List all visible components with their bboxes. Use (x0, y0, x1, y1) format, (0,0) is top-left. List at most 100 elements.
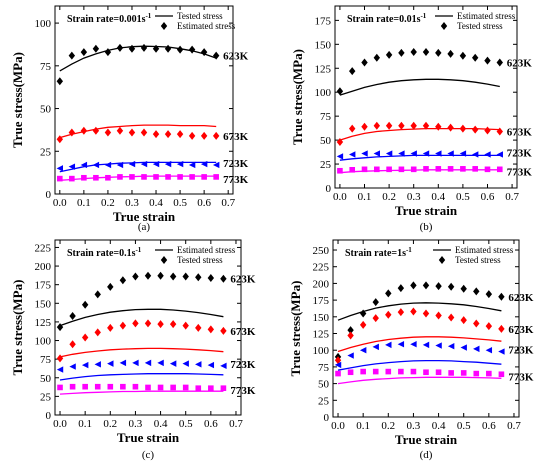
data-point (182, 360, 189, 367)
data-point (81, 174, 87, 181)
data-point (349, 151, 356, 158)
data-point (119, 359, 127, 367)
data-point (360, 368, 366, 375)
x-axis-title: True strain (395, 203, 458, 218)
data-point (144, 271, 152, 280)
data-point (347, 326, 354, 335)
series-723K: 723K (56, 359, 256, 381)
data-point (347, 352, 354, 359)
data-point (410, 281, 417, 290)
data-point (447, 282, 455, 291)
data-point (385, 150, 393, 157)
x-tick-label: 0.0 (331, 420, 345, 432)
data-point (435, 342, 442, 349)
data-point (498, 324, 505, 333)
data-point (164, 44, 172, 53)
series-line (337, 302, 502, 321)
data-point (398, 121, 405, 130)
x-tick-label: 0.6 (481, 191, 495, 203)
data-point (105, 174, 111, 181)
data-point (460, 344, 467, 351)
x-tick-label: 0.4 (431, 191, 445, 203)
data-point (57, 384, 63, 391)
data-point (423, 166, 429, 172)
series-623K: 623K (336, 47, 532, 96)
x-tick-label: 0.7 (505, 191, 519, 203)
x-tick-label: 0.5 (173, 197, 187, 209)
data-point (447, 166, 454, 172)
data-point (471, 53, 479, 62)
data-point (107, 323, 114, 332)
y-tick-label: 100 (313, 345, 330, 357)
series-773K: 773K (57, 174, 249, 186)
data-point (422, 309, 430, 318)
data-point (182, 321, 189, 330)
x-tick-label: 0.6 (204, 418, 218, 430)
panel-caption: (b) (420, 221, 433, 233)
data-point (435, 282, 442, 291)
y-tick-label: 50 (40, 104, 52, 116)
legend-marker-swatch (438, 256, 446, 264)
chart-panel-c: 0.0 0.1 0.2 0.3 0.4 0.5 0.6 0.7 0 25 50 75 100 125 150… (10, 239, 256, 461)
data-point (460, 284, 467, 293)
data-point (410, 340, 417, 348)
data-point (334, 361, 342, 369)
data-point (372, 343, 379, 351)
legend-label: Estimated stress (455, 245, 514, 255)
series-label: 773K (507, 166, 533, 178)
series-label: 773K (223, 174, 249, 186)
series-623K: 623K (56, 43, 249, 86)
data-point (423, 369, 429, 376)
data-point (473, 287, 480, 296)
y-tick-label: 50 (40, 373, 52, 385)
data-point (81, 300, 89, 309)
data-point (56, 366, 64, 373)
data-point (435, 122, 442, 131)
data-point (140, 43, 148, 52)
series-673K: 673K (334, 307, 534, 365)
data-point (200, 160, 208, 168)
data-point (80, 48, 88, 57)
y-tick-label: 75 (320, 111, 332, 123)
x-tick-label: 0.4 (432, 420, 446, 432)
data-point (117, 174, 123, 180)
y-axis-title: True stress(MPa) (10, 280, 25, 376)
series-label: 723K (507, 147, 533, 159)
y-tick-label: 150 (35, 298, 52, 310)
data-point (169, 360, 177, 367)
data-point (68, 163, 76, 170)
data-point (152, 44, 160, 53)
data-point (347, 369, 354, 376)
data-point (397, 340, 405, 348)
data-point (435, 369, 442, 376)
y-tick-label: 0 (324, 412, 330, 424)
data-point (459, 150, 467, 157)
series-label: 673K (507, 126, 533, 138)
data-point (69, 311, 76, 320)
x-tick-label: 0.7 (229, 418, 243, 430)
data-point (81, 361, 89, 369)
y-tick-label: 125 (315, 63, 332, 75)
x-tick-label: 0.0 (333, 191, 347, 203)
legend-label: Tested stress (177, 11, 223, 21)
data-point (80, 161, 88, 169)
x-tick-label: 0.1 (77, 197, 91, 209)
data-point (447, 313, 455, 322)
x-tick-label: 0.4 (149, 197, 163, 209)
data-point (132, 383, 139, 390)
data-point (208, 385, 214, 391)
data-point (157, 384, 164, 391)
data-point (359, 309, 367, 318)
data-point (498, 348, 505, 355)
data-point (398, 166, 405, 173)
data-point (484, 56, 491, 65)
data-point (220, 326, 227, 335)
data-point (128, 160, 136, 168)
y-tick-label: 125 (35, 317, 52, 329)
x-tick-label: 0.3 (129, 418, 143, 430)
data-point (334, 356, 342, 365)
y-tick-label: 75 (40, 354, 52, 366)
data-point (116, 161, 124, 169)
y-tick-label: 175 (315, 15, 332, 27)
